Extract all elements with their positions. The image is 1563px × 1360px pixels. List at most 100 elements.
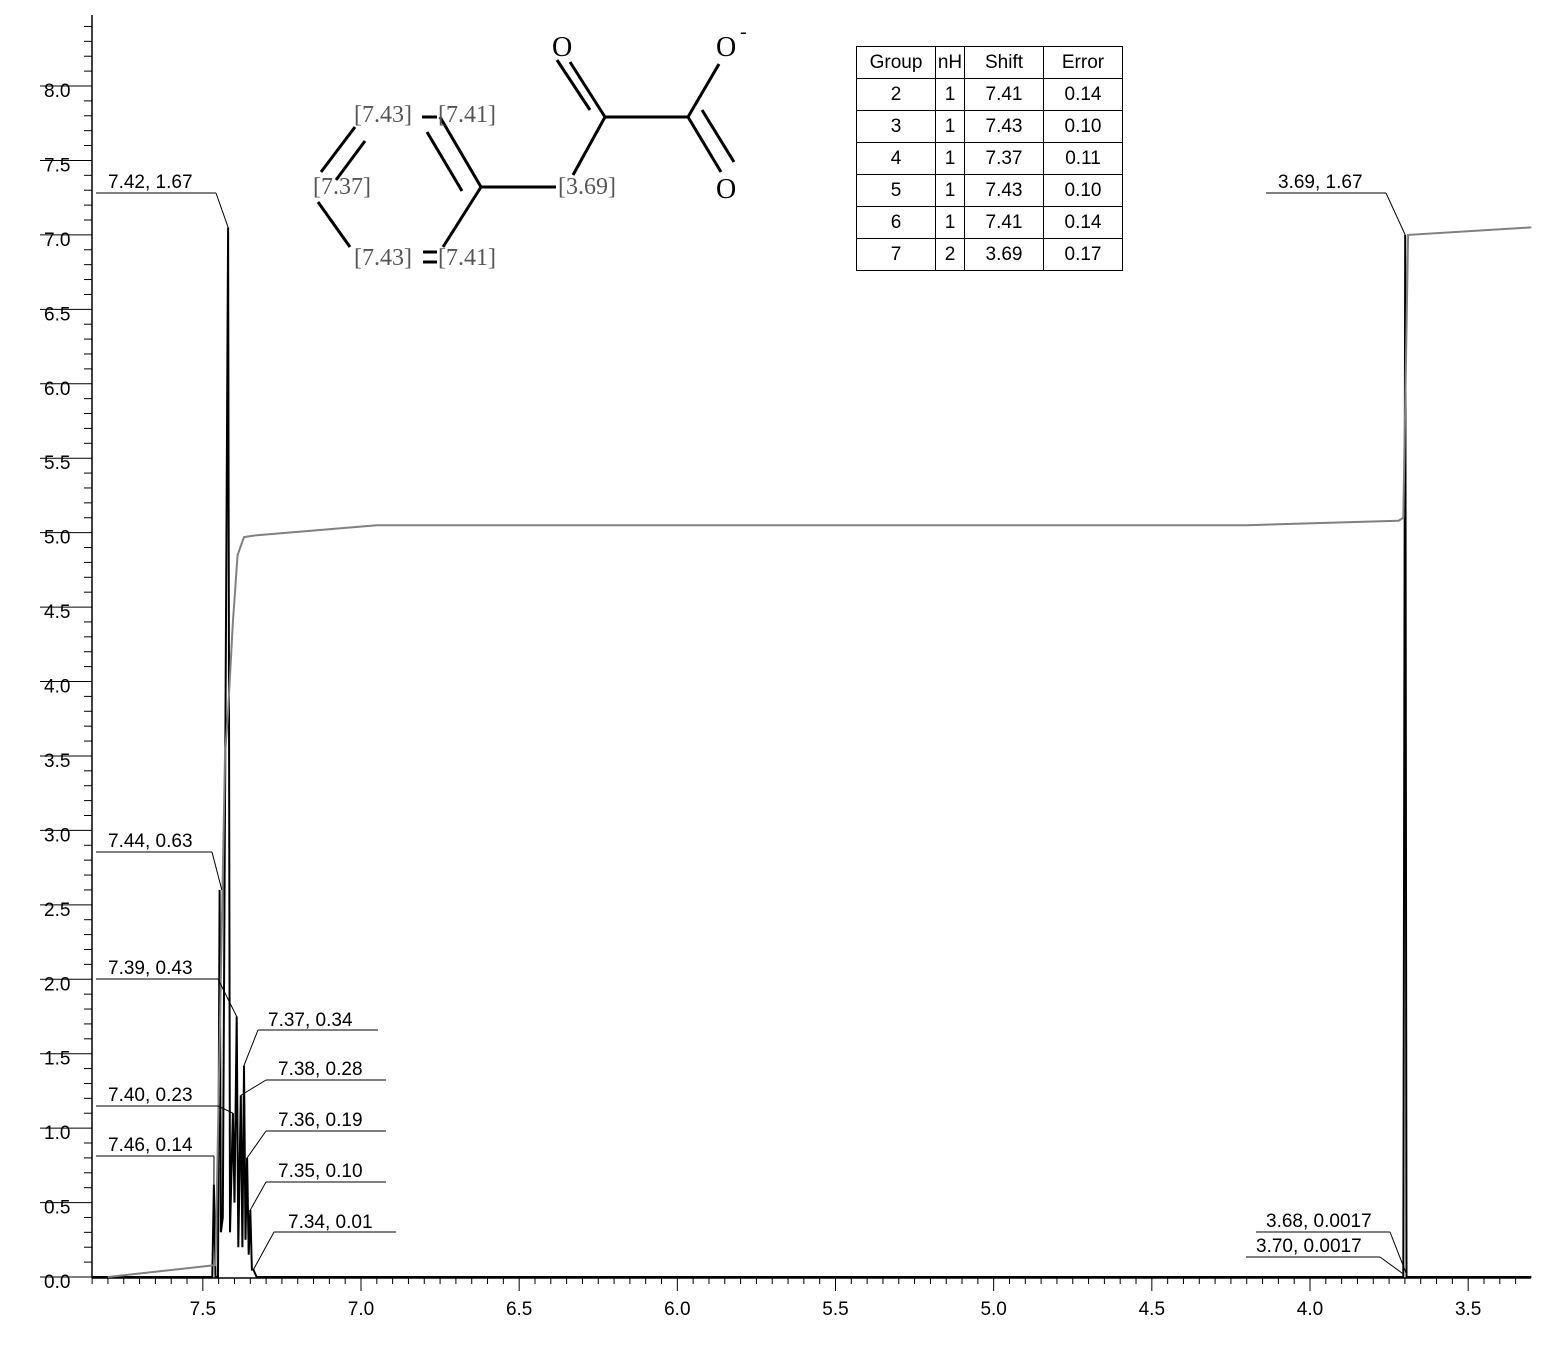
y-tick-label: 0.0 (44, 1272, 70, 1293)
header-nh: nH (935, 46, 965, 79)
molecule-structure: [7.43] [7.41] [7.37] [3.69] [7.43] [7.41… (313, 21, 747, 271)
peak-leader-line (217, 978, 238, 1017)
y-tick-label: 5.0 (44, 528, 70, 549)
peak-label-text: 7.42, 1.67 (108, 172, 193, 193)
bond (555, 59, 592, 111)
cell: 3.69 (964, 238, 1044, 271)
cell: 0.17 (1043, 238, 1123, 271)
table-header-row: Group nH Shift Error (856, 46, 1123, 79)
axes (91, 15, 1531, 1279)
table-row: 6 1 7.41 0.14 (856, 206, 1123, 239)
peak-label-text: 7.44, 0.63 (108, 831, 193, 852)
cell: 2 (935, 238, 965, 271)
bond (686, 63, 721, 118)
bond (319, 126, 357, 173)
cell: 1 (935, 174, 965, 207)
peak-leader-line (243, 1029, 259, 1066)
y-tick-label: 2.0 (44, 974, 70, 995)
y-tick-label: 1.5 (44, 1049, 70, 1070)
peak-leader-line (240, 1079, 267, 1096)
peak-label-text: 3.70, 0.0017 (1256, 1236, 1362, 1257)
cell: 7.41 (964, 78, 1044, 111)
peak-labels: 7.42, 1.67 7.44, 0.63 7.39, 0.43 7.37, 0.34… (96, 172, 1407, 1275)
header-error: Error (1043, 46, 1123, 79)
peak-label-text: 7.40, 0.23 (108, 1085, 193, 1106)
cell: 7.43 (964, 174, 1044, 207)
peak-leader-line (249, 1181, 267, 1211)
peak-label-text: 7.34, 0.01 (288, 1212, 373, 1233)
cell: 7.43 (964, 110, 1044, 143)
cell: 5 (856, 174, 936, 207)
x-tick-label: 3.5 (1455, 1299, 1481, 1320)
y-tick-label: 7.5 (44, 155, 70, 176)
peak-label-text: 7.36, 0.19 (278, 1110, 363, 1131)
cell: 4 (856, 142, 936, 175)
bond (438, 116, 483, 188)
table-row: 3 1 7.43 0.10 (856, 110, 1123, 143)
y-tick-label: 3.5 (44, 751, 70, 772)
y-tick-label: 5.5 (44, 453, 70, 474)
peak-label-text: 3.68, 0.0017 (1266, 1211, 1372, 1232)
x-axis-ticks: 7.5 7.0 6.5 6.0 5.5 5.0 4.5 4.0 3.5 (91, 1278, 1517, 1320)
cell: 0.11 (1043, 142, 1123, 175)
y-tick-label: 6.5 (44, 304, 70, 325)
cell: 1 (935, 110, 965, 143)
x-tick-label: 6.5 (506, 1299, 532, 1320)
y-tick-label: 3.0 (44, 825, 70, 846)
bond (425, 131, 464, 192)
y-tick-label: 4.0 (44, 677, 70, 698)
y-tick-label: 4.5 (44, 602, 70, 623)
cell: 0.10 (1043, 110, 1123, 143)
peak-leader-line (217, 1105, 234, 1114)
x-tick-label: 6.0 (664, 1299, 690, 1320)
table-row: 4 1 7.37 0.11 (856, 142, 1123, 175)
series-layer (92, 226, 1532, 1278)
peak-label-text: 7.35, 0.10 (278, 1161, 363, 1182)
bond (571, 116, 607, 176)
integral-line (107, 226, 1532, 1278)
bond (700, 109, 736, 163)
table-row: 2 1 7.41 0.14 (856, 78, 1123, 111)
cell: 6 (856, 206, 936, 239)
shift-label: [7.41] (438, 102, 496, 128)
cell: 7.37 (964, 142, 1044, 175)
peak-label-text: 7.37, 0.34 (268, 1010, 353, 1031)
peak-label-text: 7.38, 0.28 (278, 1059, 363, 1080)
y-tick-label: 8.0 (44, 81, 70, 102)
cell: 1 (935, 78, 965, 111)
shift-label: [7.43] (354, 102, 412, 128)
x-tick-label: 5.0 (980, 1299, 1006, 1320)
header-shift: Shift (964, 46, 1044, 79)
x-tick-label: 4.0 (1297, 1299, 1323, 1320)
y-tick-label: 1.0 (44, 1123, 70, 1144)
cell: 1 (935, 142, 965, 175)
shift-label: [7.43] (354, 245, 412, 271)
peak-leader-line (1385, 192, 1406, 236)
x-tick-label: 4.5 (1139, 1299, 1165, 1320)
oxygen-atom: O (716, 32, 736, 63)
cell: 7 (856, 238, 936, 271)
cell: 3 (856, 110, 936, 143)
bond (316, 201, 352, 248)
cell: 2 (856, 78, 936, 111)
x-tick-label: 7.5 (190, 1299, 216, 1320)
oxygen-atom: O (552, 32, 572, 63)
peak-leader-line (253, 1231, 275, 1270)
table-row: 5 1 7.43 0.10 (856, 174, 1123, 207)
y-axis-ticks: 0.0 0.5 1.0 1.5 2.0 2.5 3.0 3.5 4.0 4.5 5.0 5.5 6.0 6… (40, 25, 92, 1293)
x-tick-label: 7.0 (348, 1299, 374, 1320)
peak-label-text: 3.69, 1.67 (1278, 172, 1363, 193)
peak-leader-line (215, 192, 229, 228)
y-tick-label: 2.5 (44, 900, 70, 921)
cell: 1 (935, 206, 965, 239)
peak-leader-line (1389, 1231, 1407, 1275)
shift-label: [7.41] (438, 245, 496, 271)
peak-leader-line (246, 1130, 267, 1159)
peak-label-text: 7.46, 0.14 (108, 1135, 193, 1156)
bond (568, 61, 607, 118)
shift-label: [3.69] (558, 174, 616, 200)
y-tick-label: 0.5 (44, 1198, 70, 1219)
bond (441, 186, 483, 248)
shift-table: Group nH Shift Error 2 1 7.41 0.14 3 1 7… (856, 46, 1123, 271)
